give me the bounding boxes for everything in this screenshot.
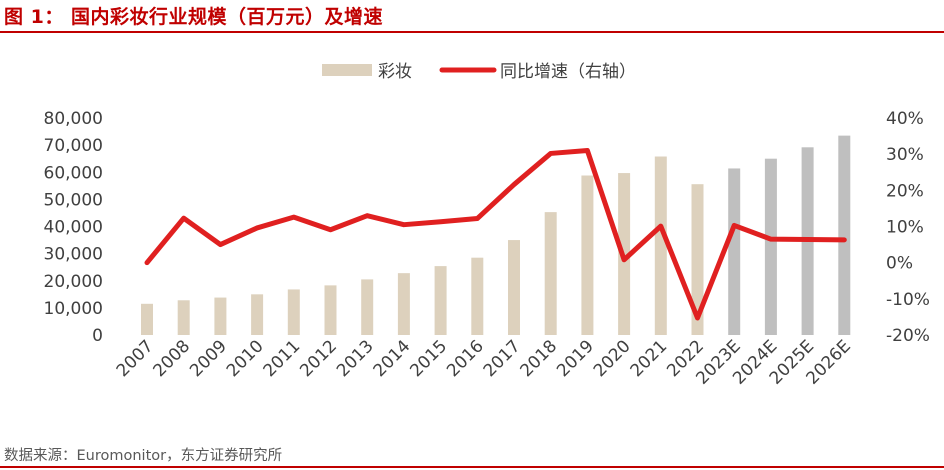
x-tick-label: 2010 <box>223 336 268 381</box>
line-series <box>144 148 847 321</box>
x-tick-label: 2012 <box>296 336 341 381</box>
y-left-tick-label: 10,000 <box>44 299 103 319</box>
y-right-tick-label: -20% <box>886 326 930 346</box>
bar <box>508 240 520 335</box>
bar <box>544 212 557 335</box>
y-right-tick-label: 30% <box>886 145 924 165</box>
y-right-tick-label: -10% <box>886 290 930 310</box>
chart-title: 图 1： 国内彩妆行业规模（百万元）及增速 <box>4 6 383 28</box>
y-left-tick-label: 30,000 <box>44 245 103 265</box>
legend-swatch-bar <box>322 64 372 76</box>
x-tick-label: 2021 <box>627 336 672 381</box>
x-tick-label: 2019 <box>553 336 598 381</box>
y-right-tick-label: 40% <box>886 109 924 129</box>
y-left-tick-label: 0 <box>92 326 103 346</box>
y-left-tick-label: 80,000 <box>44 109 103 129</box>
legend-label-bar: 彩妆 <box>378 62 412 82</box>
legend-label-line: 同比增速（右轴） <box>500 62 636 82</box>
bar <box>287 289 300 335</box>
bar <box>214 297 227 335</box>
source-note: 数据来源：Euromonitor，东方证券研究所 <box>4 448 283 464</box>
x-tick-label: 2007 <box>113 336 158 381</box>
x-tick-label: 2008 <box>149 336 194 381</box>
y-right-tick-label: 0% <box>886 254 913 274</box>
footer-divider <box>0 466 944 468</box>
y-left-tick-label: 60,000 <box>44 163 103 183</box>
bar <box>764 158 777 335</box>
bar <box>471 257 484 335</box>
x-axis: 2007200820092010201120122013201420152016… <box>113 336 855 388</box>
y-right-tick-label: 20% <box>886 181 924 201</box>
x-tick-label: 2011 <box>260 336 305 381</box>
y-left-tick-label: 70,000 <box>44 136 103 156</box>
combo-chart: 彩妆 同比增速（右轴） 0 10,000 20,000 30,000 40,000 50,… <box>44 62 930 389</box>
x-tick-label: 2018 <box>517 336 562 381</box>
x-tick-label: 2020 <box>590 336 635 381</box>
bar-series <box>141 135 851 335</box>
title-divider <box>0 31 944 33</box>
x-tick-label: 2009 <box>186 336 231 381</box>
x-tick-label: 2017 <box>480 336 525 381</box>
y-left-tick-label: 20,000 <box>44 272 103 292</box>
bar <box>581 175 594 335</box>
left-axis: 0 10,000 20,000 30,000 40,000 50,000 60,000 70,… <box>44 109 103 346</box>
bar <box>397 273 410 335</box>
bar <box>728 168 741 335</box>
x-tick-label: 2016 <box>443 336 488 381</box>
bar <box>177 300 190 335</box>
bar <box>361 279 374 335</box>
y-left-tick-label: 40,000 <box>44 218 103 238</box>
legend: 彩妆 同比增速（右轴） <box>322 62 636 82</box>
bar <box>141 303 153 335</box>
x-tick-label: 2013 <box>333 336 378 381</box>
y-right-tick-label: 10% <box>886 218 924 238</box>
bar <box>324 285 337 335</box>
x-tick-label: 2015 <box>406 336 451 381</box>
bar <box>654 156 667 335</box>
bar <box>691 184 704 335</box>
bar <box>251 294 264 335</box>
y-left-tick-label: 50,000 <box>44 190 103 210</box>
bar <box>838 135 851 335</box>
bar <box>434 266 447 335</box>
right-axis: -20% -10% 0% 10% 20% 30% 40% <box>886 109 930 346</box>
growth-line <box>144 148 847 321</box>
x-tick-label: 2014 <box>370 336 415 381</box>
